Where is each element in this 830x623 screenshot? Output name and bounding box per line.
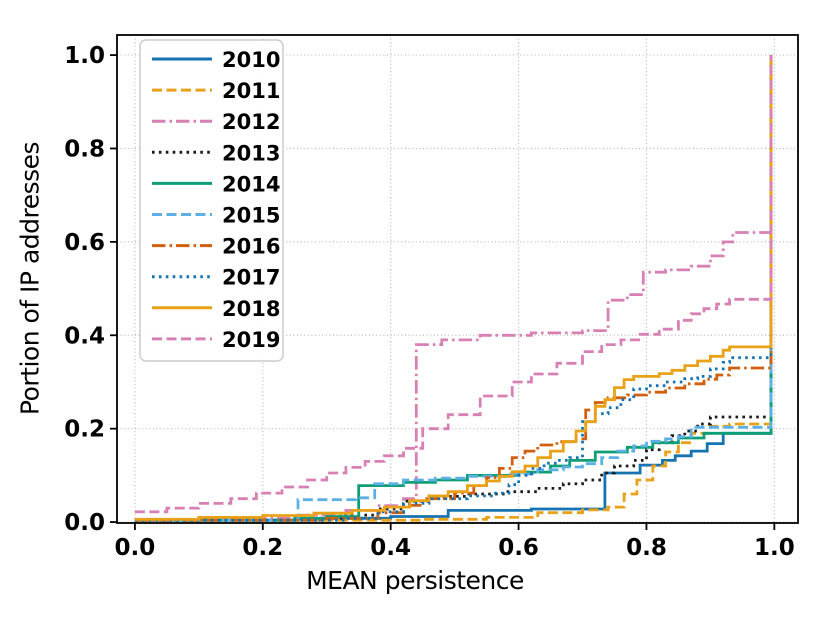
series-line-2018 <box>134 55 773 521</box>
series-lines <box>134 55 773 522</box>
y-tick-label: 0.4 <box>64 323 105 349</box>
legend-label-2019: 2019 <box>222 328 280 352</box>
y-tick-label: 0.8 <box>64 136 105 162</box>
legend-label-2013: 2013 <box>222 141 280 165</box>
x-tick-label: 1.0 <box>754 535 795 561</box>
series-line-2015 <box>134 55 773 522</box>
y-tick-label: 0.6 <box>64 230 105 256</box>
legend-label-2015: 2015 <box>222 204 280 228</box>
x-tick-label: 0.0 <box>115 535 156 561</box>
series-line-2013 <box>134 55 773 522</box>
y-tick-label: 0.2 <box>64 417 105 443</box>
legend-box <box>139 39 284 362</box>
series-line-2010 <box>134 55 773 522</box>
y-tick-label: 0.0 <box>64 510 105 536</box>
legend-label-2012: 2012 <box>222 110 280 134</box>
x-tick-label: 0.2 <box>242 535 283 561</box>
x-axis-label: MEAN persistence <box>306 566 524 595</box>
legend-label-2016: 2016 <box>222 235 280 259</box>
axes: 0.0 0.2 0.4 0.6 0.8 1.0 0.0 0.2 0.4 0.6 0.8 1.0 <box>64 34 799 561</box>
x-tick-label: 0.4 <box>370 535 411 561</box>
legend-label-2018: 2018 <box>222 297 280 321</box>
legend-label-2010: 2010 <box>222 48 280 72</box>
series-line-2017 <box>134 55 773 522</box>
plot-border <box>116 34 799 524</box>
legend: 2010 2011 2012 2013 2014 2015 2016 2017 2018 2019 <box>139 39 284 362</box>
series-line-2012 <box>134 55 773 522</box>
y-axis-label: Portion of IP addresses <box>15 141 45 416</box>
legend-label-2017: 2017 <box>222 266 280 290</box>
legend-label-2014: 2014 <box>222 172 280 196</box>
x-tick-label: 0.8 <box>626 535 667 561</box>
x-tick-label: 0.6 <box>498 535 539 561</box>
legend-label-2011: 2011 <box>222 79 280 103</box>
series-line-2019 <box>134 55 773 514</box>
y-tick-label: 1.0 <box>64 43 105 69</box>
